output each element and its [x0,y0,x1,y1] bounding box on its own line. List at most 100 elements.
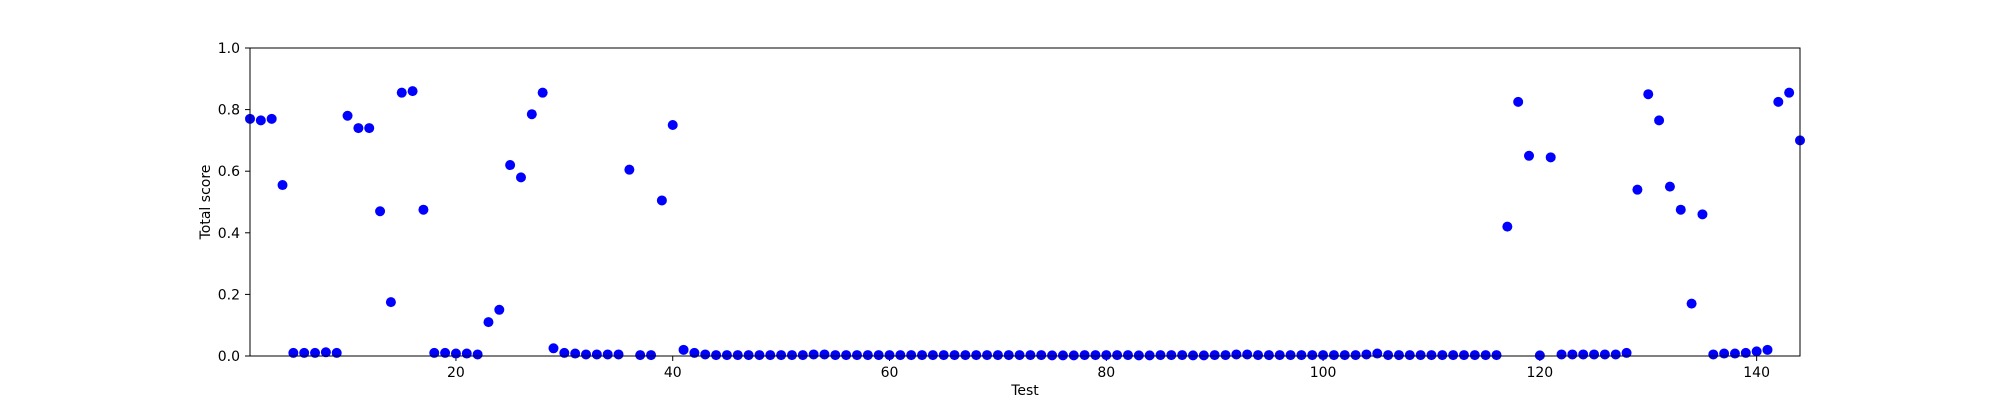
data-point [624,164,635,175]
data-point [418,204,429,215]
data-point [743,350,754,361]
data-point [1025,350,1036,361]
data-point [1719,348,1730,359]
data-point [1534,350,1545,361]
y-axis-label: Total score [198,165,214,241]
data-point [310,347,321,358]
data-point [548,343,559,354]
data-point [1231,349,1242,360]
data-point [483,317,494,328]
data-point [1643,89,1654,100]
data-point [1112,350,1123,361]
data-point [1513,96,1524,107]
data-point [949,350,960,361]
data-point [1784,87,1795,98]
plot-frame [249,47,1801,357]
data-point [1361,349,1372,360]
data-point [982,350,993,361]
data-point [1448,350,1459,361]
data-point [570,348,581,359]
data-point [375,206,386,217]
data-point [1654,115,1665,126]
data-point [1729,348,1740,359]
data-point [526,109,537,120]
data-point [1144,350,1155,361]
data-point [1188,350,1199,361]
data-point [505,160,516,171]
data-point [1057,350,1068,361]
x-tick-label: 60 [881,365,899,381]
data-point [1198,350,1209,361]
data-point [1599,349,1610,360]
data-point [320,347,331,358]
data-point [1502,221,1513,232]
data-point [906,350,917,361]
data-point [342,110,353,121]
data-point [721,350,732,361]
data-point [1177,350,1188,361]
data-point [971,350,982,361]
y-tick-label: 0.4 [218,226,240,242]
data-point [1578,349,1589,360]
data-point [1328,350,1339,361]
data-points [245,86,1805,361]
data-point [385,297,396,308]
data-point [1209,350,1220,361]
data-point [1090,350,1101,361]
data-point [1415,350,1426,361]
data-point [1567,349,1578,360]
data-point [277,180,288,191]
data-point [1383,350,1394,361]
data-point [895,350,906,361]
data-point [1122,350,1133,361]
data-point [1285,350,1296,361]
data-point [1751,346,1762,357]
data-point [884,350,895,361]
data-point [917,350,928,361]
data-point [873,350,884,361]
data-point [1697,209,1708,220]
data-point [1458,350,1469,361]
data-point [396,87,407,98]
data-point [288,347,299,358]
data-point [1664,181,1675,192]
data-point [992,350,1003,361]
data-point [776,350,787,361]
data-point [754,350,765,361]
data-point [786,350,797,361]
data-point [1762,344,1773,355]
data-point [1675,204,1686,215]
x-axis-label: Test [1010,383,1039,399]
data-point [830,350,841,361]
data-point [1469,350,1480,361]
data-point [797,350,808,361]
data-point [1220,350,1231,361]
axis-ticks: 20 40 60 80 100 120 140 0.0 0.2 0.4 0.6 0.8 1.0 [218,41,1770,381]
data-point [808,349,819,360]
data-point [1589,349,1600,360]
data-point [667,120,678,130]
data-point [461,348,472,359]
x-tick-label: 40 [664,365,682,381]
data-point [364,123,375,134]
data-point [1047,350,1058,361]
data-point [429,347,440,358]
x-tick-label: 80 [1097,365,1115,381]
data-point [1296,350,1307,361]
x-tick-label: 20 [447,365,465,381]
y-tick-label: 0.2 [218,287,240,303]
data-point [656,195,667,206]
data-point [1068,350,1079,361]
data-point [331,347,342,358]
data-point [1480,350,1491,361]
data-point [711,350,722,361]
data-point [1101,350,1112,361]
data-point [841,350,852,361]
data-point [1556,349,1567,360]
data-point [1708,349,1719,360]
data-point [1426,350,1437,361]
data-point [819,349,830,360]
data-point [646,350,657,361]
